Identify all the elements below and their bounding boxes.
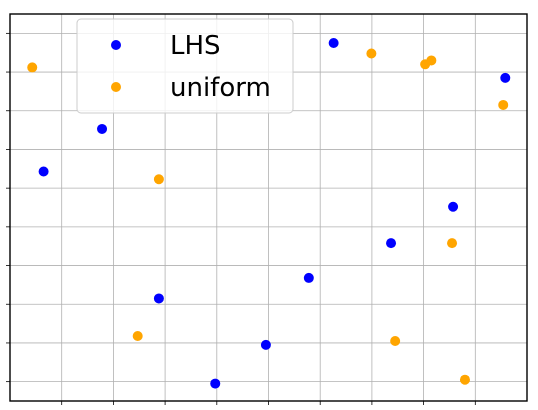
point-uniform — [27, 62, 38, 73]
point-lhs — [303, 272, 314, 283]
plot-frame — [9, 13, 528, 402]
point-lhs — [210, 378, 221, 389]
point-lhs — [386, 238, 397, 249]
data-points — [27, 38, 511, 389]
point-uniform — [459, 374, 470, 385]
point-uniform — [366, 48, 377, 59]
point-uniform — [426, 55, 437, 66]
point-lhs — [448, 201, 459, 212]
point-uniform — [132, 330, 143, 341]
legend-box — [76, 18, 294, 114]
point-lhs — [500, 72, 511, 83]
point-uniform — [390, 336, 401, 347]
point-lhs — [38, 166, 49, 177]
legend: LHS uniform — [76, 18, 294, 114]
point-uniform — [153, 174, 164, 185]
legend-label-uniform: uniform — [170, 73, 271, 103]
point-lhs — [97, 123, 108, 134]
point-uniform — [498, 99, 509, 110]
point-lhs — [260, 339, 271, 350]
legend-marker-uniform — [111, 82, 121, 92]
point-uniform — [447, 238, 458, 249]
legend-label-lhs: LHS — [170, 31, 221, 61]
point-lhs — [153, 293, 164, 304]
legend-marker-lhs — [111, 40, 121, 50]
point-lhs — [328, 38, 339, 49]
